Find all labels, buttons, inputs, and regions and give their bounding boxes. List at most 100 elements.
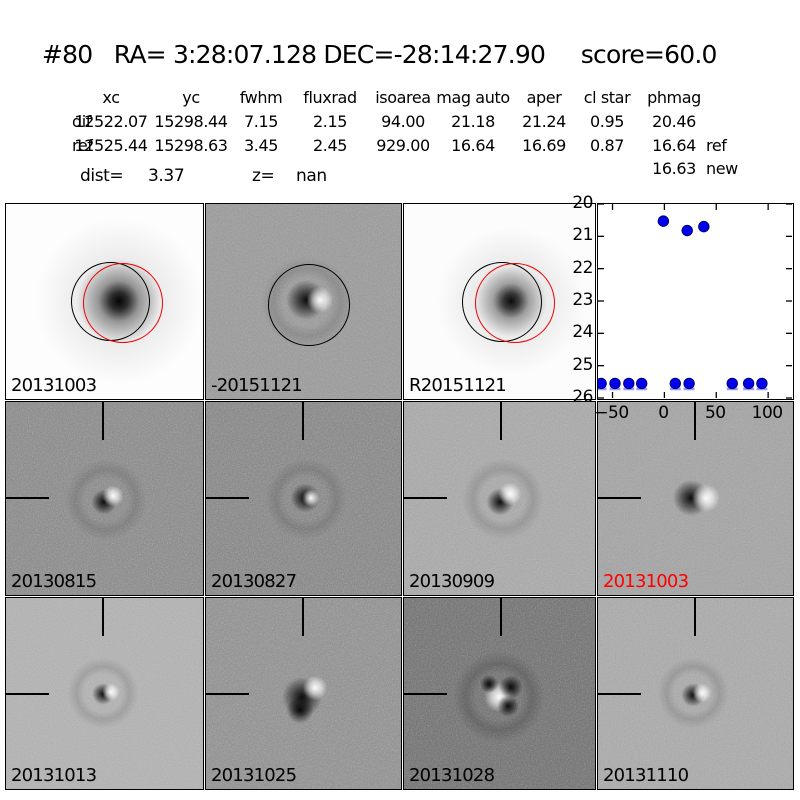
z-value: nan: [296, 166, 327, 186]
cutout-20131028: 20131028: [403, 597, 596, 790]
source-blob-tertiary: [479, 674, 499, 694]
aperture-circle-red: [475, 263, 555, 343]
header-xc: xc: [102, 88, 120, 107]
x-tick-label: 100: [751, 403, 783, 423]
cutout-label: 20131013: [11, 765, 97, 786]
cutout-label: R20151121: [409, 375, 507, 396]
residual-bright-spot: [690, 482, 722, 514]
cutout-label: 20130827: [211, 571, 297, 592]
value-cell: 0.95: [589, 112, 625, 131]
aperture-circle-red: [83, 263, 163, 343]
header-phmag: phmag: [647, 88, 701, 107]
residual-bright-spot: [301, 488, 321, 508]
new-suffix: new: [706, 159, 738, 178]
cutout-label: 20131028: [409, 765, 495, 786]
value-cell: 2.45: [312, 136, 348, 155]
figure-title: #80 RA= 3:28:07.128 DEC=-28:14:27.90 sco…: [42, 40, 717, 69]
header-aper: aper: [526, 88, 562, 107]
x-tick-label: 0: [658, 403, 669, 423]
position-tick-horizontal: [6, 693, 49, 695]
cutout-label: 20131025: [211, 765, 297, 786]
position-tick-vertical: [302, 402, 304, 440]
header-isoarea: isoarea: [375, 88, 431, 107]
position-tick-horizontal: [404, 497, 447, 499]
y-tick-label: 21: [572, 225, 593, 246]
cutout-20130909: 20130909: [403, 401, 596, 596]
value-cell: 7.15: [243, 112, 279, 131]
y-tick-label: 25: [572, 354, 593, 375]
residual-bright-spot: [101, 484, 125, 508]
cutout-20131003-red: 20131003: [597, 401, 794, 596]
table-header-row: xc yc fwhm fluxrad isoarea mag auto aper…: [0, 88, 800, 112]
residual-bright-spot: [101, 682, 121, 702]
position-tick-vertical: [102, 402, 104, 440]
lightcurve-canvas: [598, 204, 792, 399]
position-tick-horizontal: [206, 693, 249, 695]
header-yc: yc: [182, 88, 200, 107]
cutout-20131013: 20131013: [5, 597, 204, 790]
dist-z-row: dist= 3.37 z= nan: [0, 166, 800, 192]
value-cell: 21.24: [522, 112, 566, 131]
value-cell: 16.64: [652, 136, 696, 155]
cutout-20130827: 20130827: [205, 401, 402, 596]
y-tick-label: 22: [572, 257, 593, 278]
value-cell: 21.18: [451, 112, 495, 131]
cutout-sub--20151121: -20151121: [205, 203, 402, 400]
header-cl-star: cl star: [583, 88, 631, 107]
cutout-new-20131003: 20131003: [5, 203, 204, 400]
aperture-circle-black: [268, 264, 350, 346]
cutout-label: 20131003: [11, 375, 97, 396]
table-row-dif: dif 12522.07 15298.44 7.15 2.15 94.00 21…: [0, 112, 800, 136]
table-row-new-phmag: 16.63 new: [0, 159, 800, 183]
z-label: z=: [252, 166, 275, 186]
position-tick-vertical: [102, 598, 104, 636]
value-cell: 94.00: [381, 112, 425, 131]
dist-value: 3.37: [148, 166, 185, 186]
value-cell: 929.00: [376, 136, 430, 155]
value-cell: 16.63: [652, 159, 696, 178]
position-tick-vertical: [500, 598, 502, 636]
ref-suffix: ref: [706, 136, 727, 155]
header-fwhm: fwhm: [239, 88, 283, 107]
x-tick-label: 50: [704, 403, 726, 423]
cutout-label: 20130815: [11, 571, 97, 592]
source-blob-secondary: [496, 694, 520, 718]
position-tick-horizontal: [404, 693, 447, 695]
cutout-label: 20131003: [603, 571, 689, 592]
y-tick-label: 23: [572, 290, 593, 310]
residual-bright-spot: [301, 674, 329, 702]
value-cell: 15298.44: [154, 112, 228, 131]
cutout-20130815: 20130815: [5, 401, 204, 596]
table-row-ref: ref 12525.44 15298.63 3.45 2.45 929.00 1…: [0, 136, 800, 160]
residual-bright-spot: [691, 682, 713, 704]
value-cell: 3.45: [243, 136, 279, 155]
cutout-label: 20131110: [603, 765, 689, 786]
position-tick-vertical: [302, 598, 304, 636]
cutout-20131025: 20131025: [205, 597, 402, 790]
residual-bright-spot: [497, 481, 523, 507]
value-cell: 16.64: [451, 136, 495, 155]
position-tick-vertical: [500, 402, 502, 440]
position-tick-horizontal: [6, 497, 49, 499]
row-label: dif: [72, 112, 92, 131]
value-cell: 0.87: [589, 136, 625, 155]
position-tick-vertical: [694, 402, 696, 440]
value-cell: 16.69: [522, 136, 566, 155]
y-tick-label: 24: [572, 322, 593, 343]
y-tick-label: 20: [572, 193, 593, 213]
value-cell: 12522.07: [74, 112, 148, 131]
value-cell: 15298.63: [154, 136, 228, 155]
position-tick-vertical: [694, 598, 696, 636]
position-tick-horizontal: [206, 497, 249, 499]
value-cell: 12525.44: [74, 136, 148, 155]
position-tick-horizontal: [598, 497, 641, 499]
lightcurve-plot: [597, 203, 794, 400]
cutout-ref-R20151121: R20151121: [403, 203, 596, 400]
cutout-label: 20130909: [409, 571, 495, 592]
x-tick-label: −50: [594, 403, 629, 423]
row-label: ref: [72, 136, 93, 155]
header-fluxrad: fluxrad: [303, 88, 357, 107]
y-tick-label: 26: [572, 387, 593, 407]
value-cell: 20.46: [652, 112, 696, 131]
cutout-label: -20151121: [211, 375, 303, 396]
